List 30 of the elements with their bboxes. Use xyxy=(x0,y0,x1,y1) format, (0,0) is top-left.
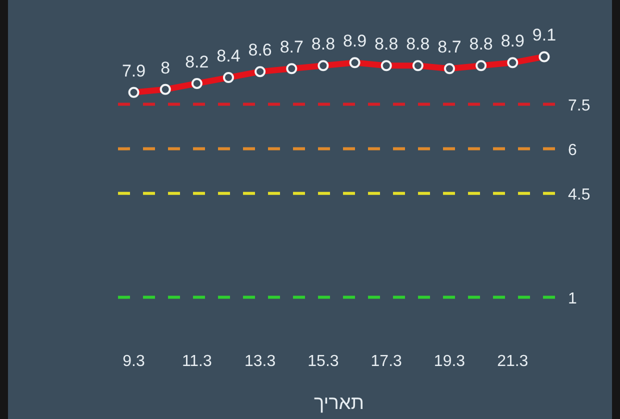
data-label: 8.8 xyxy=(374,34,398,54)
x-tick-label: 17.3 xyxy=(370,353,402,370)
data-label: 8.2 xyxy=(185,52,209,72)
ref-line: 7.5 xyxy=(118,97,590,114)
data-label: 7.9 xyxy=(122,61,146,80)
data-label: 8.8 xyxy=(469,34,493,54)
data-label: 8.7 xyxy=(280,38,304,57)
data-label: 9.1 xyxy=(532,26,556,45)
ref-line: 4.5 xyxy=(118,186,590,204)
x-tick-label: 21.3 xyxy=(497,353,528,370)
data-label: 8.8 xyxy=(406,34,430,54)
x-axis-title: תאריך xyxy=(314,393,364,414)
ref-line-label: 4.5 xyxy=(568,186,590,204)
x-tick-label: 19.3 xyxy=(434,353,466,370)
x-tick-label: 11.3 xyxy=(182,353,212,370)
data-label: 8.9 xyxy=(342,32,367,51)
ref-line: 1 xyxy=(118,290,577,308)
ref-line: 6 xyxy=(118,142,577,159)
x-tick-label: 15.3 xyxy=(308,353,339,370)
x-tick-label: 13.3 xyxy=(244,353,276,370)
ref-line-label: 6 xyxy=(568,142,577,159)
data-label: 8.6 xyxy=(248,40,272,60)
ref-line-label: 7.5 xyxy=(568,97,590,114)
data-label: 8.7 xyxy=(438,38,462,57)
data-label: 8 xyxy=(160,58,170,78)
data-label: 8.9 xyxy=(500,32,524,51)
ref-line-label: 1 xyxy=(568,290,577,308)
x-tick-label: 9.3 xyxy=(122,353,146,370)
data-label: 8.4 xyxy=(216,46,240,66)
data-label: 8.8 xyxy=(311,34,336,54)
